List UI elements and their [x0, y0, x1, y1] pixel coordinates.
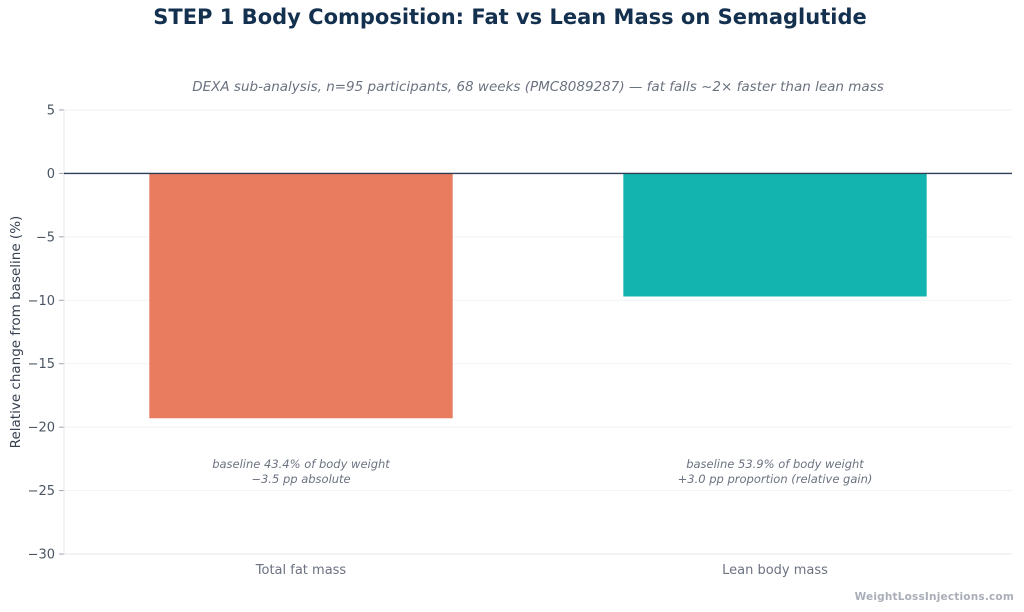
y-tick-label: 5	[47, 104, 55, 119]
y-tick-label: −30	[28, 548, 55, 563]
y-tick-label: 0	[47, 167, 55, 182]
y-tick-label: −10	[28, 294, 55, 309]
chart-subtitle: DEXA sub-analysis, n=95 participants, 68…	[192, 79, 884, 95]
bar-1	[149, 173, 453, 419]
y-tick-label: −20	[28, 421, 55, 436]
y-tick-label: −25	[28, 484, 55, 499]
bar-annotation: baseline 53.9% of body weight	[686, 457, 864, 471]
y-axis-label: Relative change from baseline (%)	[8, 216, 24, 449]
x-category-label: Lean body mass	[722, 563, 828, 578]
bar-annotation: −3.5 pp absolute	[251, 472, 350, 486]
chart-title: STEP 1 Body Composition: Fat vs Lean Mas…	[153, 5, 867, 29]
watermark: WeightLossInjections.com	[854, 591, 1014, 603]
bar-annotation: +3.0 pp proportion (relative gain)	[678, 472, 873, 486]
x-category-label: Total fat mass	[255, 563, 347, 578]
y-tick-label: −5	[36, 230, 55, 245]
bar-2	[623, 173, 927, 297]
bar-annotation: baseline 43.4% of body weight	[212, 457, 390, 471]
y-tick-label: −15	[28, 357, 55, 372]
